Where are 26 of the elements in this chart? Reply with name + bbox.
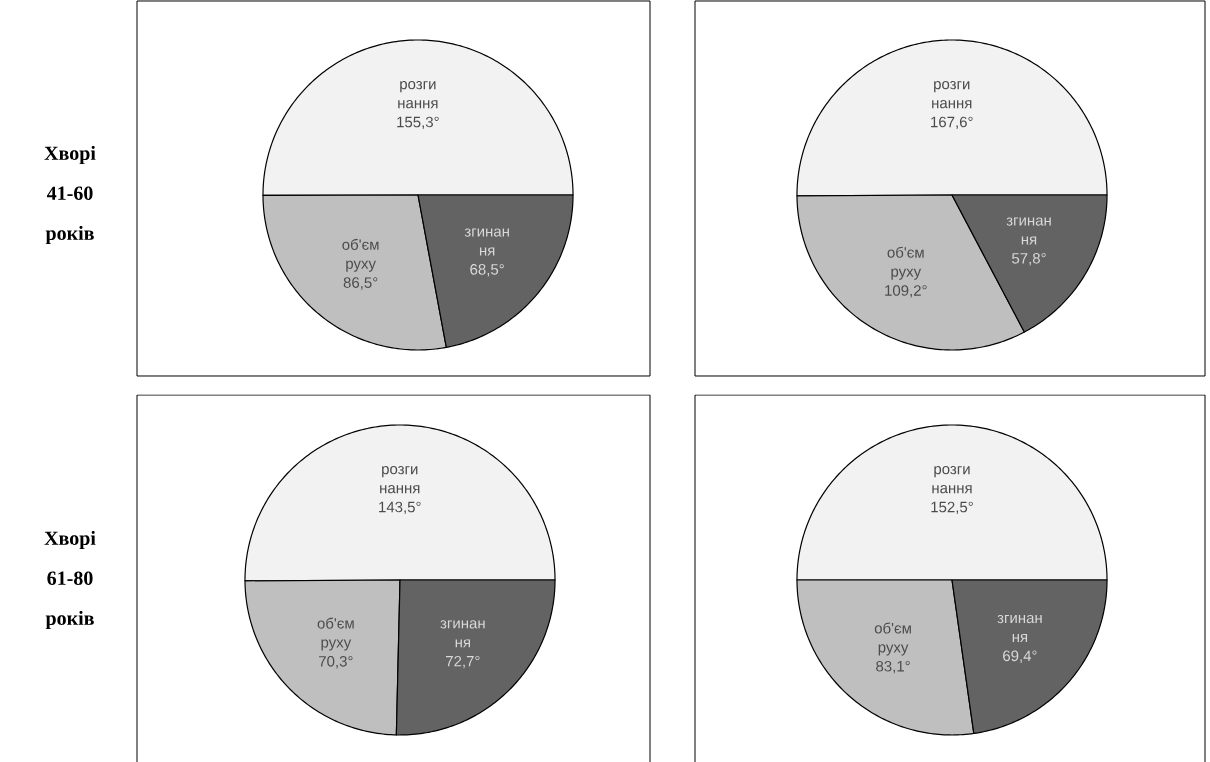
data-label: 69,4° bbox=[1003, 650, 1037, 663]
slice-label: згинан ня bbox=[440, 620, 485, 648]
data-label: 143,5° bbox=[379, 501, 421, 514]
data-label: 68,5° bbox=[470, 263, 504, 277]
slice-label: згинан ня bbox=[997, 614, 1042, 642]
text: Хворі 41-60 років bbox=[44, 145, 96, 244]
slice-label: згинан ня bbox=[464, 228, 509, 256]
data-label: 57,8° bbox=[1012, 252, 1046, 266]
slice-label: розги нання bbox=[932, 465, 972, 494]
slice-label: об'єм руху bbox=[874, 622, 911, 656]
data-label: 109,2° bbox=[885, 284, 927, 298]
data-label: 72,7° bbox=[446, 655, 480, 669]
slice-label: згинан ня bbox=[1006, 217, 1051, 245]
data-label: 86,5° bbox=[343, 277, 378, 290]
slice-label: об'єм руху bbox=[342, 238, 379, 272]
slice-label: розги нання bbox=[398, 80, 438, 109]
slice-label: об'єм руху bbox=[317, 617, 354, 651]
data-label: 83,1° bbox=[876, 660, 910, 674]
data-label: 70,3° bbox=[319, 655, 353, 669]
data-label: 155,3° bbox=[397, 116, 439, 129]
slice-label: об'єм руху bbox=[887, 246, 924, 280]
data-label: 167,6° bbox=[931, 116, 973, 129]
slice-label: розги нання bbox=[380, 465, 420, 494]
text: Хворі 61-80 років bbox=[44, 530, 96, 629]
slice-label: розги нання bbox=[932, 80, 972, 109]
data-label: 152,5° bbox=[931, 501, 973, 514]
